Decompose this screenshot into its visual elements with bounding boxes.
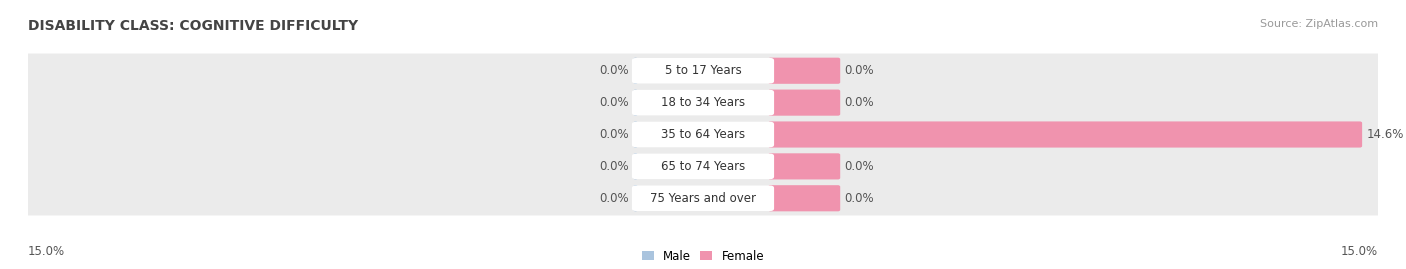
Text: 15.0%: 15.0% — [28, 245, 65, 258]
FancyBboxPatch shape — [24, 54, 1382, 88]
FancyBboxPatch shape — [768, 90, 841, 116]
Legend: Male, Female: Male, Female — [641, 250, 765, 263]
FancyBboxPatch shape — [633, 153, 638, 179]
FancyBboxPatch shape — [631, 186, 775, 211]
FancyBboxPatch shape — [768, 153, 841, 179]
Text: Source: ZipAtlas.com: Source: ZipAtlas.com — [1260, 19, 1378, 29]
Text: 65 to 74 Years: 65 to 74 Years — [661, 160, 745, 173]
FancyBboxPatch shape — [631, 90, 775, 115]
FancyBboxPatch shape — [24, 149, 1382, 184]
Text: 0.0%: 0.0% — [599, 192, 628, 205]
Text: 14.6%: 14.6% — [1367, 128, 1405, 141]
Text: 0.0%: 0.0% — [599, 96, 628, 109]
Text: 18 to 34 Years: 18 to 34 Years — [661, 96, 745, 109]
FancyBboxPatch shape — [631, 122, 775, 147]
Text: 0.0%: 0.0% — [845, 96, 875, 109]
FancyBboxPatch shape — [24, 117, 1382, 152]
FancyBboxPatch shape — [768, 185, 841, 211]
FancyBboxPatch shape — [24, 181, 1382, 215]
Text: 15.0%: 15.0% — [1341, 245, 1378, 258]
FancyBboxPatch shape — [631, 154, 775, 179]
Text: 0.0%: 0.0% — [599, 128, 628, 141]
FancyBboxPatch shape — [768, 58, 841, 84]
Text: DISABILITY CLASS: COGNITIVE DIFFICULTY: DISABILITY CLASS: COGNITIVE DIFFICULTY — [28, 19, 359, 33]
Text: 5 to 17 Years: 5 to 17 Years — [665, 64, 741, 77]
FancyBboxPatch shape — [631, 58, 775, 83]
FancyBboxPatch shape — [633, 90, 638, 116]
FancyBboxPatch shape — [633, 121, 638, 148]
Text: 0.0%: 0.0% — [599, 160, 628, 173]
FancyBboxPatch shape — [633, 58, 638, 84]
FancyBboxPatch shape — [768, 121, 1362, 148]
Text: 0.0%: 0.0% — [845, 160, 875, 173]
Text: 0.0%: 0.0% — [845, 64, 875, 77]
Text: 75 Years and over: 75 Years and over — [650, 192, 756, 205]
Text: 0.0%: 0.0% — [845, 192, 875, 205]
FancyBboxPatch shape — [633, 185, 638, 211]
FancyBboxPatch shape — [24, 85, 1382, 120]
Text: 35 to 64 Years: 35 to 64 Years — [661, 128, 745, 141]
Text: 0.0%: 0.0% — [599, 64, 628, 77]
